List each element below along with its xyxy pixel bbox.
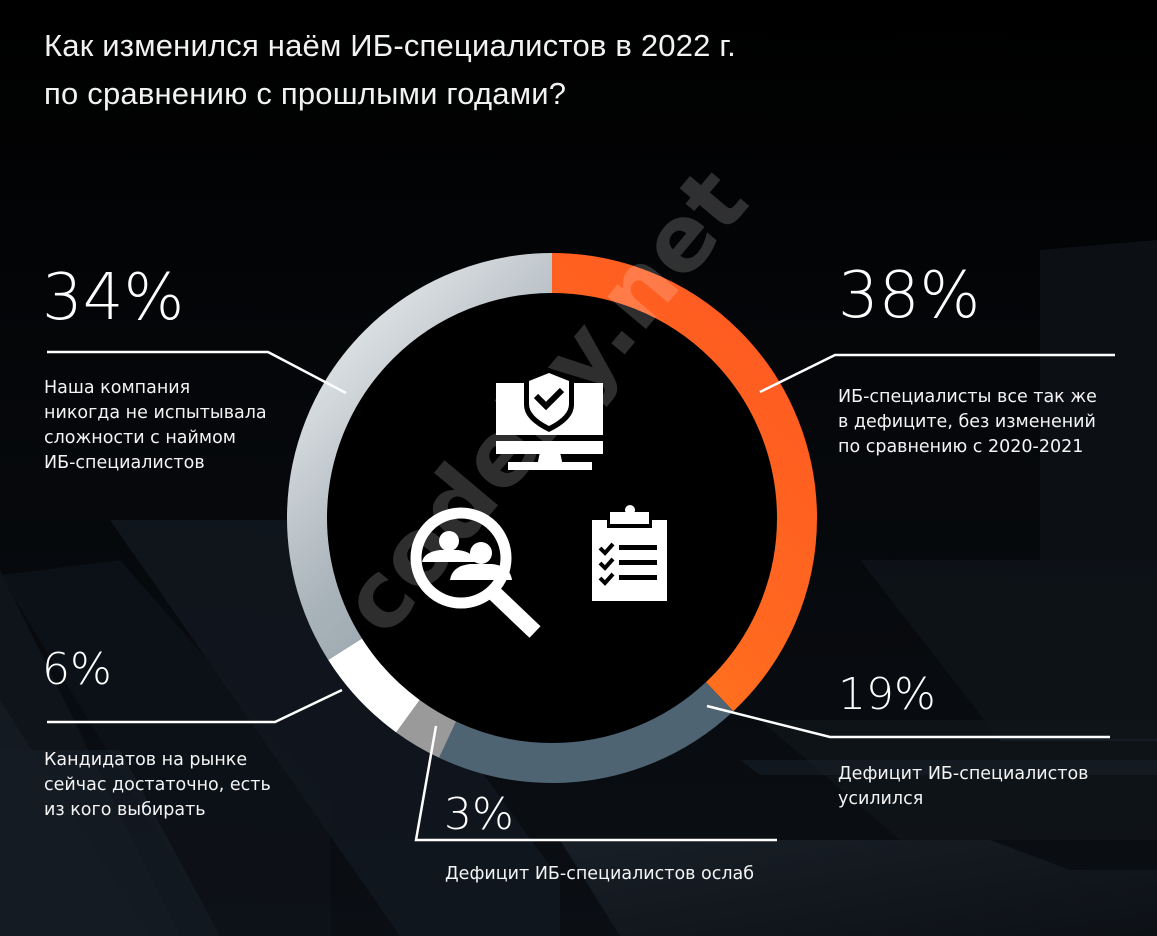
people-search-icon (410, 507, 541, 638)
label-38-line: ИБ-специалисты все так же (838, 387, 1097, 407)
label-19-percent: 19% (838, 669, 936, 720)
label-3-description: Дефицит ИБ-специалистов ослаб (445, 862, 754, 887)
label-38-description: ИБ-специалисты все так же в дефиците, бе… (838, 385, 1097, 460)
label-3-percent: 3% (444, 789, 514, 840)
label-19-line: усилился (838, 789, 924, 809)
checklist-clipboard-icon (592, 505, 667, 601)
label-34-description: Наша компания никогда не испытывала слож… (44, 376, 267, 476)
label-3-line: Дефицит ИБ-специалистов ослаб (445, 864, 755, 884)
label-34-percent: 34% (42, 261, 185, 335)
label-19-description: Дефицит ИБ-специалистов усилился (838, 762, 1088, 812)
title-line-1: Как изменился наём ИБ-специалистов в 202… (44, 28, 736, 63)
label-34-line: Наша компания (44, 378, 191, 398)
leader-line-6 (47, 688, 343, 724)
label-38-line: в дефиците, без изменений (838, 412, 1096, 432)
monitor-shield-icon (496, 368, 603, 470)
label-34-line: никогда не испытывала (44, 403, 267, 423)
leader-line-3 (414, 725, 777, 842)
label-34-line: сложности с наймом (44, 428, 237, 448)
leader-line-38 (759, 353, 1115, 394)
label-6-description: Кандидатов на рынке сейчас достаточно, е… (44, 748, 271, 823)
label-6-line: из кого выбирать (44, 800, 206, 820)
label-38-line: по сравнению с 2020-2021 (838, 437, 1084, 457)
leader-lines (47, 350, 1115, 842)
title-line-2: по сравнению с прошлыми годами? (44, 76, 567, 111)
leader-line-34 (47, 350, 347, 395)
label-6-percent: 6% (42, 644, 112, 695)
label-6-line: Кандидатов на рынке (44, 750, 248, 770)
segment-34-silver (287, 253, 817, 783)
leader-line-19 (706, 704, 1110, 739)
label-38-percent: 38% (838, 259, 981, 333)
label-34-line: ИБ-специалистов (44, 453, 205, 473)
donut-hole (326, 292, 778, 744)
label-6-line: сейчас достаточно, есть (44, 775, 271, 795)
chart-title: Как изменился наём ИБ-специалистов в 202… (44, 22, 736, 118)
label-19-line: Дефицит ИБ-специалистов (838, 764, 1089, 784)
segment-19-slate (287, 253, 817, 783)
